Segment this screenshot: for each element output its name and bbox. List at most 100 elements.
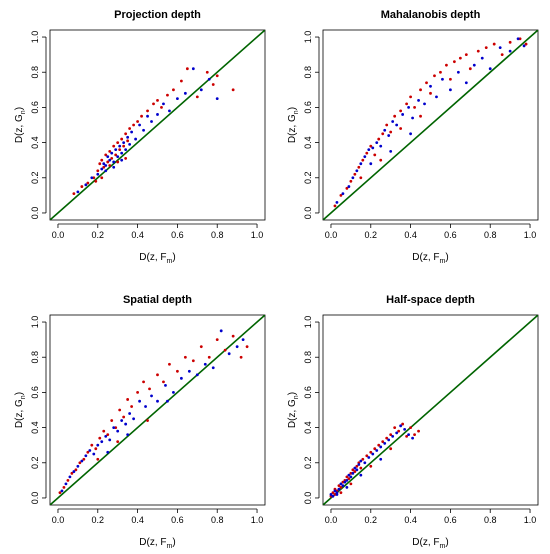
chart-panel-3: Spatial depth 0.0 0.2 0.4 0.6 0.8 1.0 0.0 0.2 0.4… xyxy=(14,294,266,550)
data-point xyxy=(508,40,512,44)
data-point xyxy=(373,447,377,451)
data-point xyxy=(387,134,391,137)
data-point xyxy=(96,443,100,447)
data-point xyxy=(114,153,118,157)
data-point xyxy=(488,67,492,71)
x-tick-label: 1.0 xyxy=(251,515,264,525)
data-point xyxy=(120,151,124,155)
data-point xyxy=(375,449,379,452)
data-point xyxy=(359,162,363,166)
data-point xyxy=(337,484,341,488)
data-point xyxy=(401,113,405,116)
data-point xyxy=(88,449,92,452)
data-point xyxy=(345,186,349,190)
x-tick-label: 0.2 xyxy=(365,515,378,525)
data-point xyxy=(215,97,219,101)
y-tick-label: 0.4 xyxy=(303,136,313,149)
data-point xyxy=(68,475,72,479)
data-point xyxy=(150,120,153,123)
data-point xyxy=(215,338,219,342)
data-point xyxy=(231,334,235,338)
data-point xyxy=(199,345,203,349)
data-point xyxy=(383,128,387,132)
data-point xyxy=(379,144,383,148)
y-tick-label: 1.0 xyxy=(30,316,40,329)
data-point xyxy=(104,434,108,438)
x-axis-label: D(z, Fm) xyxy=(412,537,448,550)
data-point xyxy=(351,468,355,472)
data-point xyxy=(120,158,124,162)
data-point xyxy=(102,165,106,169)
data-point xyxy=(140,114,143,118)
data-point xyxy=(367,456,371,459)
data-point xyxy=(118,148,122,152)
y-tick-label: 0.0 xyxy=(303,207,313,220)
data-point xyxy=(423,102,426,106)
data-point xyxy=(124,422,128,426)
data-point xyxy=(333,489,337,493)
data-point xyxy=(96,169,100,173)
data-point xyxy=(429,91,432,95)
x-axis-label: D(z, Fm) xyxy=(139,537,175,550)
data-point xyxy=(66,478,70,482)
data-point xyxy=(365,454,369,458)
y-tick-label: 0.6 xyxy=(30,386,40,399)
data-point xyxy=(122,144,126,148)
data-point xyxy=(355,468,359,472)
data-point xyxy=(419,88,422,92)
y-tick-label: 0.8 xyxy=(303,66,313,79)
data-point xyxy=(393,426,397,429)
data-point xyxy=(480,56,484,60)
data-point xyxy=(417,429,420,433)
data-point xyxy=(347,185,351,188)
data-point xyxy=(142,380,145,384)
data-point xyxy=(112,160,116,164)
y-tick-label: 0.0 xyxy=(30,207,40,220)
data-point xyxy=(500,53,504,57)
data-point xyxy=(219,329,223,333)
data-point xyxy=(349,471,353,475)
data-point xyxy=(405,434,409,438)
y-tick-label: 1.0 xyxy=(303,316,313,329)
data-point xyxy=(245,345,249,349)
data-point xyxy=(118,408,122,412)
x-axis-label: D(z, Fm) xyxy=(139,252,175,265)
data-point xyxy=(365,151,369,155)
data-point xyxy=(96,172,100,176)
y-tick-label: 1.0 xyxy=(303,31,313,44)
data-point xyxy=(369,450,373,454)
data-point xyxy=(345,478,349,482)
x-tick-label: 0.6 xyxy=(444,515,457,525)
y-axis-label: D(z, Gn) xyxy=(14,392,27,428)
data-point xyxy=(456,70,460,74)
data-point xyxy=(106,450,110,454)
data-point xyxy=(98,436,102,440)
data-point xyxy=(385,436,389,440)
data-point xyxy=(435,95,438,99)
data-point xyxy=(413,106,416,109)
data-point xyxy=(108,164,112,167)
y-tick-label: 1.0 xyxy=(30,31,40,44)
x-tick-label: 0.0 xyxy=(325,230,338,240)
data-point xyxy=(355,464,359,468)
data-point xyxy=(120,419,124,422)
data-point xyxy=(156,399,159,403)
data-point xyxy=(116,141,120,144)
chart-panel-2: Mahalanobis depth 0.0 0.2 0.4 0.6 0.8 1.0 0.0 0.… xyxy=(287,9,539,265)
data-point xyxy=(389,433,393,437)
data-point xyxy=(78,461,82,465)
y-tick-label: 0.4 xyxy=(303,421,313,434)
data-point xyxy=(359,459,363,463)
x-tick-label: 0.4 xyxy=(131,515,144,525)
data-point xyxy=(476,49,480,53)
data-point xyxy=(379,158,383,162)
data-point xyxy=(172,391,175,394)
data-point xyxy=(96,457,100,461)
data-point xyxy=(102,162,106,166)
plot-frame xyxy=(322,314,539,506)
data-point xyxy=(379,457,383,461)
data-point xyxy=(162,380,165,384)
data-point xyxy=(100,158,104,162)
data-point xyxy=(112,144,116,148)
